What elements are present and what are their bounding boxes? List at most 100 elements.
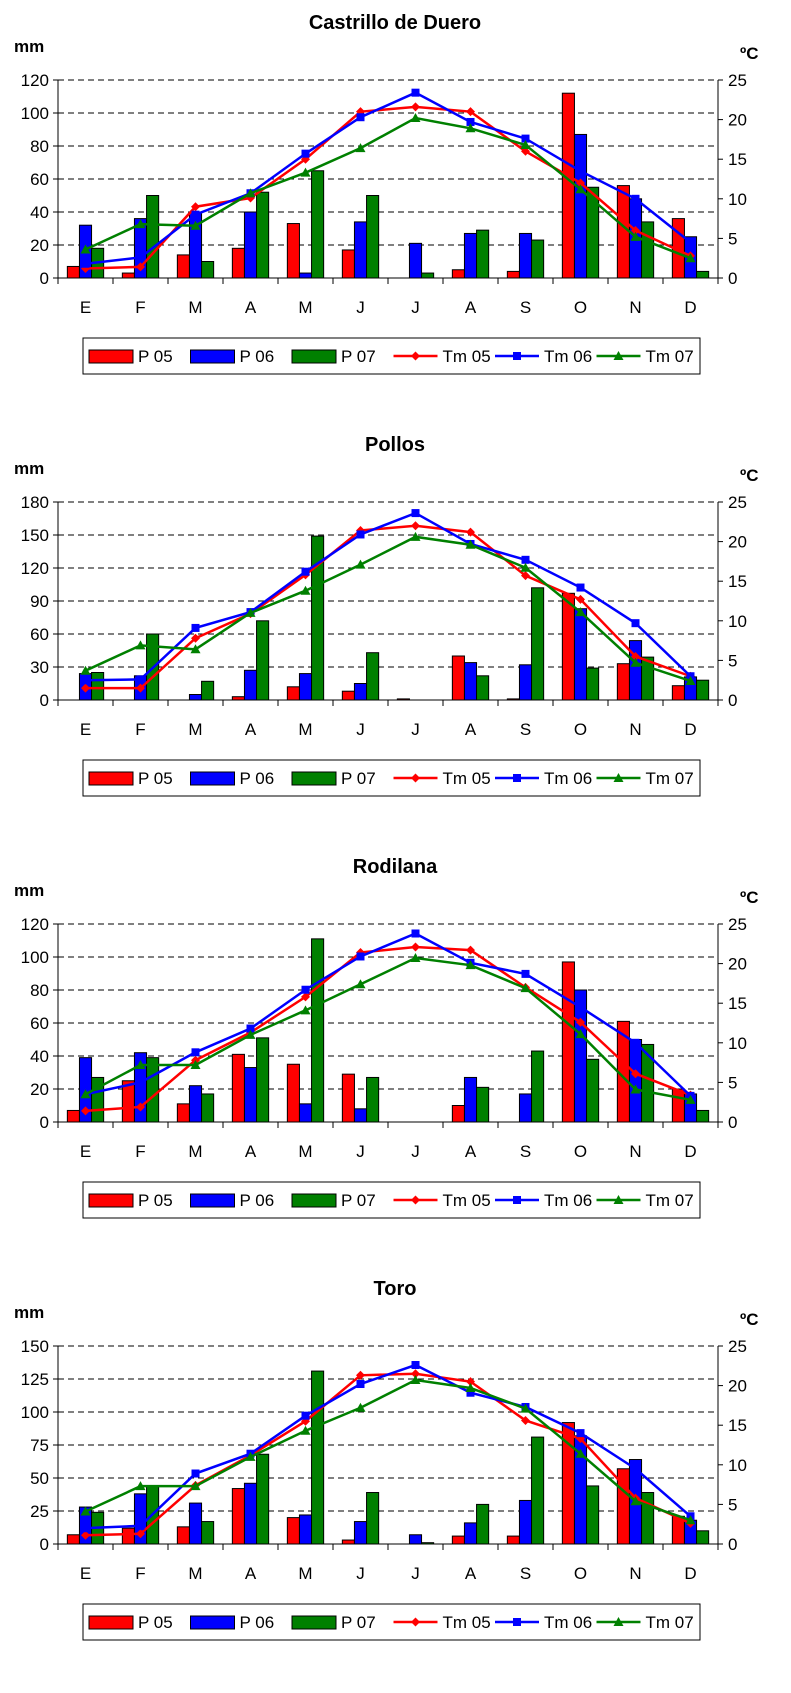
bar-p-06 <box>628 640 643 701</box>
y-tick-label: 100 <box>21 1403 49 1422</box>
point-tm-07 <box>80 1089 91 1099</box>
legend-label: P 07 <box>341 1613 376 1632</box>
y-tick-label: 80 <box>30 137 49 156</box>
y2-axis-label: ºC <box>740 44 759 63</box>
legend-marker-tm-06 <box>513 774 521 782</box>
point-tm-05 <box>576 178 585 188</box>
legend-label: P 06 <box>240 1191 275 1210</box>
point-tm-06 <box>301 1411 310 1420</box>
point-tm-07 <box>520 1403 531 1413</box>
point-tm-07 <box>575 1029 586 1039</box>
bar-p-06 <box>573 608 588 701</box>
point-tm-06 <box>521 969 530 978</box>
bar-p-07 <box>311 1370 325 1545</box>
y2-tick-label: 10 <box>728 1034 747 1053</box>
point-tm-06 <box>631 1038 640 1047</box>
x-tick-label: O <box>574 1564 587 1583</box>
x-tick-label: M <box>188 1564 202 1583</box>
point-tm-07 <box>300 1425 311 1435</box>
y2-tick-label: 0 <box>728 1535 737 1554</box>
point-tm-06 <box>301 567 310 576</box>
legend-label: Tm 07 <box>646 1191 694 1210</box>
point-tm-07 <box>190 1481 201 1491</box>
bar-p-07 <box>256 620 270 701</box>
point-tm-05 <box>576 594 585 604</box>
y-axis-label: mm <box>14 37 44 56</box>
bar-p-05 <box>66 265 80 279</box>
point-tm-06 <box>521 555 530 564</box>
legend-label: Tm 05 <box>443 769 491 788</box>
y2-tick-label: 10 <box>728 190 747 209</box>
bar-p-07 <box>366 652 380 701</box>
y2-tick-label: 0 <box>728 269 737 288</box>
point-tm-07 <box>575 184 586 194</box>
x-tick-label: A <box>245 720 257 739</box>
bar-p-06 <box>463 1522 478 1545</box>
legend-label: P 05 <box>138 769 173 788</box>
legend-label: P 07 <box>341 769 376 788</box>
point-tm-07 <box>80 1506 91 1516</box>
point-tm-07 <box>80 244 91 254</box>
bar-p-05 <box>561 592 575 701</box>
legend-swatch-p-06 <box>190 1615 235 1630</box>
point-tm-07 <box>245 607 256 617</box>
point-tm-07 <box>355 143 366 153</box>
bar-p-06 <box>628 1039 643 1123</box>
chart-toro: Toro mm ºC 0 25 50 75 100 125 150 0 5 10 15 20 25 E F M A M J… <box>14 1278 759 1641</box>
bar-p-05 <box>176 1526 190 1545</box>
bar-p-06 <box>353 221 368 279</box>
x-tick-label: A <box>245 1142 257 1161</box>
bar-p-06 <box>298 272 313 279</box>
point-tm-07 <box>685 675 696 685</box>
point-tm-05 <box>411 521 420 531</box>
point-tm-07 <box>465 1382 476 1392</box>
legend-swatch-p-05 <box>88 1193 134 1208</box>
y2-tick-label: 25 <box>728 71 747 90</box>
y2-tick-label: 5 <box>728 1073 737 1092</box>
line-tm-05 <box>85 945 691 1113</box>
legend-label: P 05 <box>138 1613 173 1632</box>
y-tick-label: 20 <box>30 236 49 255</box>
bar-p-05 <box>231 1488 245 1545</box>
point-tm-07 <box>245 1451 256 1461</box>
point-tm-06 <box>576 1003 585 1012</box>
point-tm-05 <box>576 1017 585 1027</box>
bar-p-06 <box>353 1521 368 1545</box>
x-tick-label: D <box>684 1564 696 1583</box>
x-tick-label: J <box>411 720 420 739</box>
bar-p-07 <box>91 672 105 701</box>
bar-p-06 <box>408 1534 423 1545</box>
bar-p-05 <box>286 1063 300 1123</box>
y-tick-label: 60 <box>30 1014 49 1033</box>
y-tick-label: 150 <box>21 1337 49 1356</box>
y2-tick-label: 15 <box>728 572 747 591</box>
bar-p-05 <box>451 269 465 279</box>
y2-tick-label: 5 <box>728 1495 737 1514</box>
bar-p-07 <box>641 1492 655 1545</box>
point-tm-07 <box>465 123 476 133</box>
point-tm-05 <box>136 262 145 272</box>
x-tick-label: O <box>574 720 587 739</box>
legend-swatch-p-07 <box>291 771 337 786</box>
bar-p-05 <box>506 1535 520 1545</box>
bar-p-07 <box>641 221 655 279</box>
x-tick-label: M <box>298 1564 312 1583</box>
y-tick-label: 100 <box>21 948 49 967</box>
x-tick-label: D <box>684 1142 696 1161</box>
legend: P 05 P 06 P 07 Tm 05 Tm 06 Tm 07 <box>82 1181 701 1219</box>
point-tm-07 <box>135 1481 146 1491</box>
bar-p-06 <box>518 1093 533 1123</box>
point-tm-07 <box>685 1094 696 1104</box>
bar-p-05 <box>451 1535 465 1545</box>
legend-label: Tm 06 <box>544 1191 592 1210</box>
point-tm-07 <box>135 640 146 650</box>
point-tm-07 <box>190 220 201 230</box>
bar-p-05 <box>121 272 135 279</box>
point-tm-07 <box>245 1029 256 1039</box>
x-tick-label: J <box>411 1142 420 1161</box>
y2-tick-label: 0 <box>728 691 737 710</box>
x-tick-label: M <box>188 298 202 317</box>
point-tm-07 <box>135 1059 146 1069</box>
bar-p-05 <box>341 249 355 279</box>
